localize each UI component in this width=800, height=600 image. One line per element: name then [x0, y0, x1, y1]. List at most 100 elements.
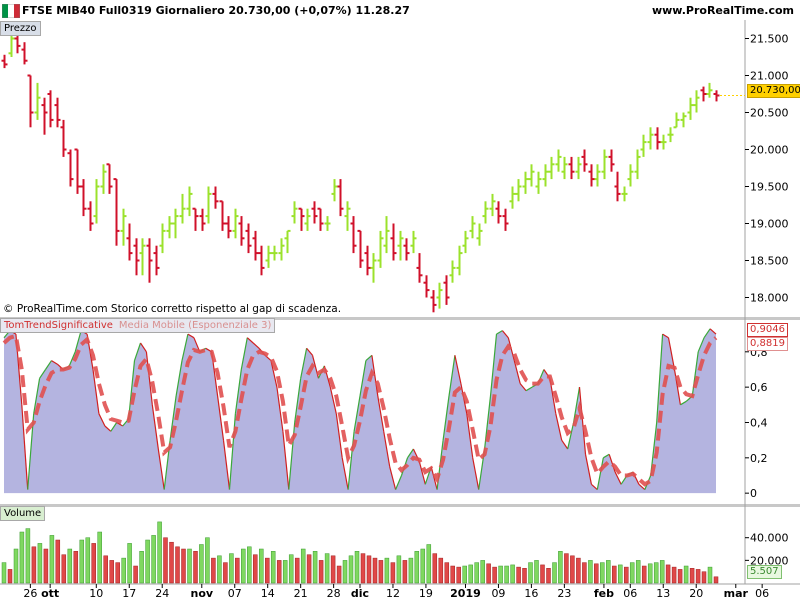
volume-bar: [342, 560, 348, 584]
panel-separator-1: [0, 504, 800, 507]
volume-bar: [145, 539, 150, 584]
indicator-segment: [175, 360, 183, 397]
volume-bar: [25, 528, 31, 584]
indicator-segment: [442, 395, 450, 441]
ema-name-label: Media Mobile (Esponenziale 3): [118, 320, 272, 331]
indicator-segment: [51, 360, 58, 365]
volume-panel-label: Volume: [0, 506, 46, 521]
indicator-segment: [270, 360, 278, 388]
volume-bar: [426, 544, 432, 584]
volume-bar: [169, 541, 174, 584]
volume-bar: [211, 557, 216, 584]
volume-bar: [360, 553, 366, 584]
volume-bar: [103, 555, 108, 584]
volume-bar: [504, 565, 509, 584]
indicator-segment: [507, 337, 515, 361]
volume-bar: [13, 548, 19, 584]
x-tick-label: 10: [89, 587, 103, 600]
volume-bar: [420, 548, 426, 584]
indicator-segment: [673, 369, 681, 405]
volume-bar: [683, 565, 689, 584]
indicator-segment: [389, 466, 397, 490]
volume-bar: [187, 548, 192, 584]
italy-flag-icon: [2, 4, 20, 18]
volume-bar: [629, 562, 635, 584]
indicator-segment: [573, 387, 581, 423]
x-tick-label: 09: [491, 587, 505, 600]
x-tick-label: mar: [724, 587, 749, 600]
indicator-segment: [181, 333, 189, 361]
volume-bar: [659, 560, 665, 584]
indicator-segment: [335, 413, 343, 458]
indicator-segment: [656, 334, 664, 423]
x-tick-label: feb: [594, 587, 614, 600]
indicator-panel-label: TomTrendSignificative Media Mobile (Espon…: [0, 318, 276, 333]
volume-bar: [175, 546, 180, 584]
indicator-segment: [276, 387, 284, 432]
volume-bar: [282, 560, 288, 584]
indicator-name-label: TomTrendSignificative: [4, 320, 113, 331]
indicator-segment: [513, 360, 521, 384]
indicator-segment: [234, 369, 242, 414]
x-tick-label: nov: [190, 587, 213, 600]
volume-bar: [276, 560, 282, 584]
volume-bar: [408, 557, 414, 584]
indicator-segment: [140, 342, 147, 353]
indicator-segment: [383, 431, 391, 467]
volume-bar: [701, 571, 707, 584]
indicator-segment: [359, 360, 367, 397]
indicator-segment: [300, 348, 308, 379]
indicator-segment: [697, 337, 705, 353]
indicator-tick-label: 0,2: [750, 452, 768, 465]
price-tick-label: 20.000: [750, 144, 789, 157]
volume-bar: [217, 555, 222, 584]
volume-bar: [432, 553, 438, 584]
volume-bar: [91, 543, 96, 584]
volume-bar: [438, 557, 444, 584]
volume-tick-label: 20.000: [750, 554, 789, 567]
volume-bar: [588, 560, 593, 584]
volume-bar: [665, 564, 671, 584]
indicator-segment: [110, 422, 118, 432]
volume-bar: [402, 560, 408, 584]
volume-bar: [151, 535, 156, 584]
indicator-segment: [347, 431, 355, 490]
x-tick-label: 20: [689, 587, 703, 600]
volume-bar: [695, 569, 701, 584]
site-link[interactable]: www.ProRealTime.com: [651, 4, 794, 17]
x-tick-label: 24: [155, 587, 169, 600]
x-tick-label: 26: [23, 587, 37, 600]
x-tick-label: 28: [327, 587, 341, 600]
volume-bar: [378, 560, 384, 584]
indicator-segment: [584, 454, 592, 485]
panel-bg-0: [0, 20, 800, 316]
volume-bar: [653, 562, 659, 584]
volume-bar: [348, 555, 354, 584]
volume-bar: [73, 551, 79, 584]
indicator-segment: [98, 413, 106, 427]
panel-separator-0: [0, 317, 800, 320]
indicator-segment: [709, 328, 717, 335]
volume-bar: [300, 548, 306, 584]
volume-bar: [641, 565, 647, 584]
volume-bar: [247, 546, 252, 584]
indicator-segment: [691, 351, 699, 397]
copyright-note: © ProRealTime.com Storico corretto rispe…: [3, 303, 342, 315]
x-tick-label: dic: [351, 587, 369, 600]
indicator-segment: [662, 333, 669, 339]
indicator-segment: [596, 457, 604, 490]
indicator-segment: [371, 355, 379, 397]
volume-bar: [510, 564, 515, 584]
volume-bar: [594, 563, 599, 584]
indicator-segment: [151, 404, 159, 450]
x-tick-label: 23: [557, 587, 571, 600]
volume-bar: [492, 566, 497, 584]
volume-bar: [677, 569, 683, 584]
indicator-segment: [21, 404, 29, 490]
volume-bar: [671, 566, 677, 584]
indicator-segment: [489, 334, 498, 397]
volume-bar: [558, 551, 563, 584]
x-tick-label: 06: [755, 587, 769, 600]
indicator-segment: [680, 400, 687, 406]
